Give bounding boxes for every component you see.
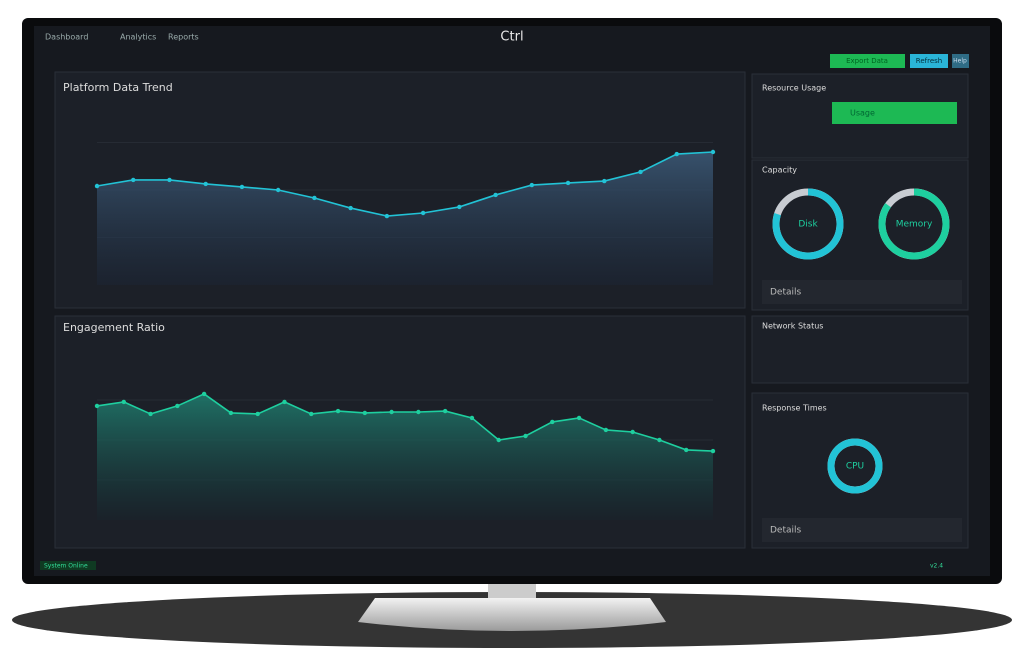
button[interactable]	[830, 54, 905, 68]
nav-item[interactable]: Reports	[168, 33, 199, 42]
button[interactable]	[910, 54, 948, 68]
point	[389, 409, 394, 415]
point	[239, 184, 245, 190]
point	[493, 192, 498, 198]
point	[203, 181, 208, 187]
usage-bar	[832, 102, 957, 124]
point	[638, 169, 643, 175]
point	[550, 419, 555, 425]
point	[275, 187, 281, 193]
panel-footer	[762, 280, 962, 304]
point	[630, 429, 635, 435]
area	[97, 152, 713, 285]
point	[710, 448, 716, 454]
footer-label[interactable]: Details	[770, 526, 802, 536]
point	[348, 205, 353, 211]
gauge-label: Disk	[798, 220, 818, 230]
panel-title: Engagement Ratio	[63, 321, 165, 334]
version-text: v2.4	[930, 563, 943, 570]
point	[684, 447, 689, 453]
point	[603, 427, 609, 433]
gauge-arc	[827, 438, 883, 494]
nav-item[interactable]: Dashboard	[45, 33, 88, 42]
point	[457, 204, 462, 210]
panel-title: Capacity	[762, 166, 797, 175]
point	[309, 411, 314, 417]
panel	[751, 315, 969, 384]
point	[523, 433, 528, 439]
gauge-arc	[772, 188, 844, 260]
status-badge	[40, 561, 96, 570]
point	[201, 391, 207, 397]
point	[282, 399, 287, 405]
app-title: Ctrl	[500, 30, 523, 45]
nav-item[interactable]: Analytics	[120, 33, 156, 42]
gauge-arc	[878, 188, 950, 260]
point	[602, 178, 607, 184]
point	[175, 403, 180, 409]
footer-label[interactable]: Details	[770, 288, 802, 298]
panel-title: Response Times	[762, 404, 827, 413]
point	[710, 149, 716, 155]
point	[131, 177, 136, 183]
point	[469, 415, 475, 421]
point	[420, 210, 426, 216]
point	[657, 437, 662, 443]
gauge-label: CPU	[846, 462, 864, 472]
point	[94, 183, 100, 189]
point	[442, 408, 448, 414]
point	[121, 399, 126, 405]
point	[416, 409, 421, 415]
point	[576, 415, 582, 421]
point	[255, 411, 260, 417]
line	[96, 393, 714, 452]
point	[228, 410, 234, 416]
point	[335, 408, 341, 414]
button-label[interactable]: Refresh	[916, 57, 942, 65]
point	[312, 195, 317, 201]
button-label[interactable]: Export Data	[846, 57, 888, 65]
status-text: System Online	[44, 563, 88, 570]
line	[96, 151, 714, 217]
gauge-label: Memory	[896, 220, 933, 230]
bar-label: Usage	[850, 109, 875, 118]
panel-title: Network Status	[762, 322, 823, 331]
point	[94, 403, 100, 409]
point	[362, 410, 368, 416]
point	[167, 177, 172, 183]
panel-title: Resource Usage	[762, 84, 826, 93]
point	[529, 182, 535, 188]
point	[148, 411, 153, 417]
point	[565, 180, 571, 186]
area	[97, 393, 713, 520]
point	[384, 213, 390, 219]
panel-footer	[762, 518, 962, 542]
panel-title: Platform Data Trend	[63, 81, 173, 94]
point	[496, 437, 501, 443]
point	[674, 151, 679, 157]
button-label[interactable]: Help	[953, 58, 967, 65]
stand-base	[358, 598, 666, 631]
button[interactable]	[952, 54, 969, 68]
